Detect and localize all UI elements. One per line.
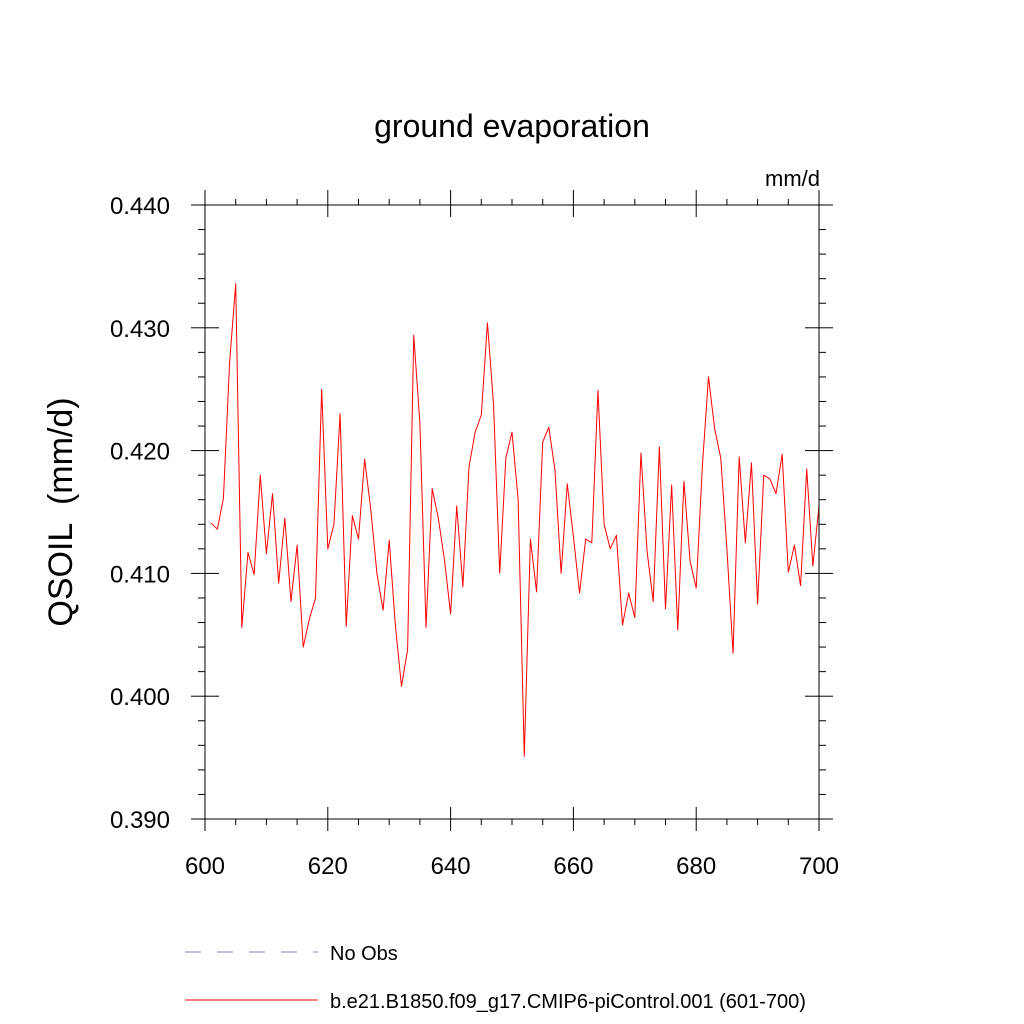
y-tick-label: 0.430 [110, 316, 170, 343]
y-axis-label: QSOIL (mm/d) [42, 397, 80, 626]
y-tick-label: 0.390 [110, 807, 170, 834]
y-tick-label: 0.420 [110, 439, 170, 466]
x-tick-label: 700 [799, 853, 839, 880]
plot-frame [204, 204, 820, 820]
x-tick-label: 660 [553, 853, 593, 880]
series-layer [210, 283, 820, 757]
x-tick-label: 680 [676, 853, 716, 880]
x-tick-label: 640 [431, 853, 471, 880]
legend-label-0: No Obs [330, 943, 398, 965]
legend: No Obs b.e21.B1850.f09_g17.CMIP6-piContro… [185, 943, 806, 1013]
x-tick-label: 620 [308, 853, 348, 880]
units-label: mm/d [765, 166, 820, 191]
y-tick-label: 0.440 [110, 193, 170, 220]
legend-label-1: b.e21.B1850.f09_g17.CMIP6-piControl.001 … [330, 991, 806, 1013]
chart-title: ground evaporation [374, 108, 650, 144]
y-tick-label: 0.410 [110, 561, 170, 588]
x-tick-labels: 600 620 640 660 680 700 [185, 853, 839, 880]
series-line-0 [210, 283, 820, 757]
x-tick-label: 600 [185, 853, 225, 880]
axis-ticks [191, 190, 833, 831]
y-tick-labels: 0.390 0.400 0.410 0.420 0.430 0.440 [110, 193, 170, 834]
y-tick-label: 0.400 [110, 684, 170, 711]
